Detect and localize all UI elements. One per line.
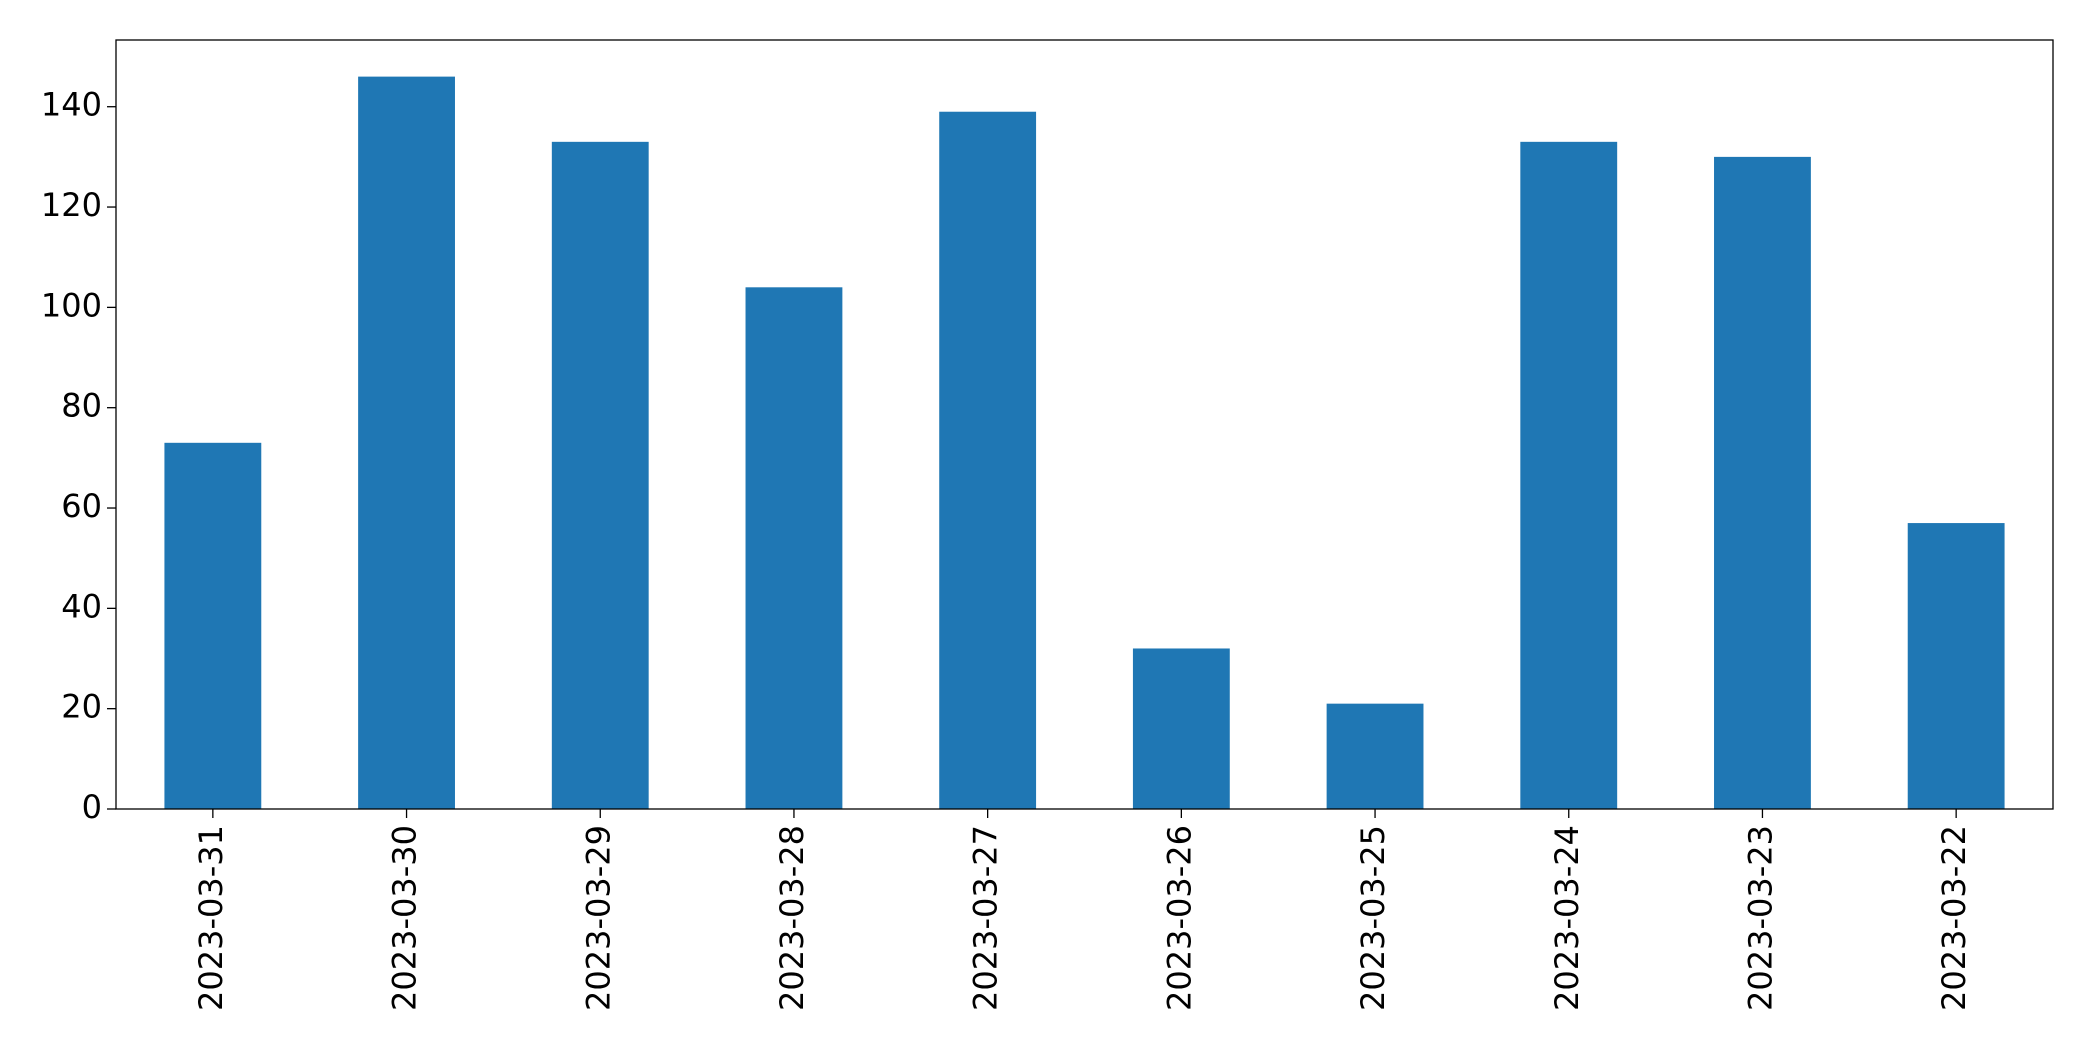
y-tick-label: 100	[41, 286, 102, 324]
x-tick-label: 2023-03-30	[386, 825, 424, 1011]
x-tick-label: 2023-03-24	[1548, 825, 1586, 1011]
x-tick-label: 2023-03-26	[1160, 825, 1198, 1011]
x-tick-label: 2023-03-29	[579, 825, 617, 1011]
y-tick-label: 40	[61, 587, 102, 625]
bar	[1907, 523, 2005, 809]
x-tick-label: 2023-03-22	[1935, 825, 1973, 1011]
y-tick-label: 20	[61, 688, 102, 726]
y-tick-label: 0	[82, 788, 102, 826]
x-tick-label: 2023-03-31	[192, 825, 230, 1011]
y-tick-label: 80	[61, 387, 102, 425]
y-tick-label: 60	[61, 487, 102, 525]
bar	[551, 141, 649, 809]
bar	[1132, 648, 1230, 809]
bar	[939, 111, 1037, 809]
bar	[358, 76, 455, 810]
x-tick-label: 2023-03-27	[967, 825, 1005, 1011]
bar	[1326, 703, 1424, 809]
x-tick-label: 2023-03-25	[1354, 825, 1392, 1011]
bar	[1520, 141, 1618, 809]
y-tick-label: 140	[41, 86, 102, 124]
bar	[745, 287, 843, 810]
x-tick-label: 2023-03-28	[773, 825, 811, 1011]
x-tick-label: 2023-03-23	[1741, 825, 1779, 1011]
y-tick-label: 120	[41, 186, 102, 224]
bar	[164, 442, 262, 809]
plot-frame	[115, 39, 2054, 810]
bar	[1714, 156, 1811, 809]
